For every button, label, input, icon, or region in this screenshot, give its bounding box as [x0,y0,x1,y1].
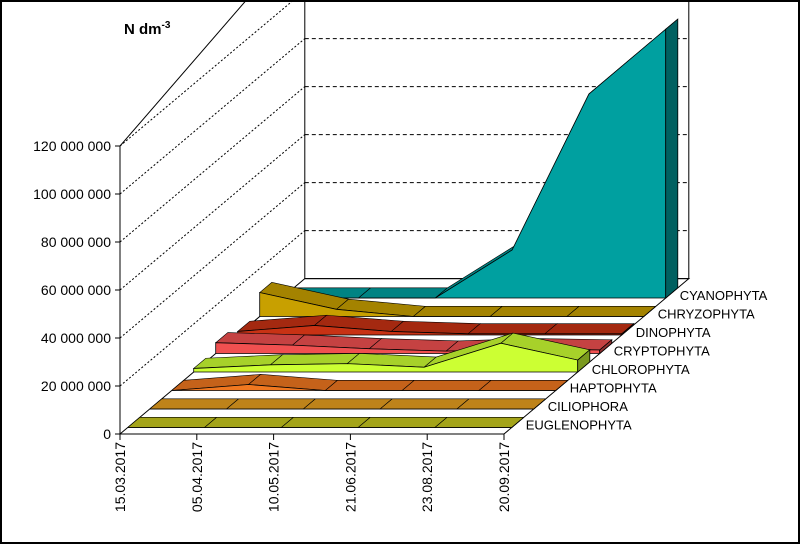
series-end-euglenophyta [511,417,525,428]
series-end-cyanophyta [665,18,679,299]
series-end-chlorophyta [577,348,591,373]
x-tick-label: 21.06.2017 [342,442,358,512]
series-end-chryzophyta [643,306,657,317]
series-top-ciliophora [456,398,547,410]
series-label-chryzophyta: CHRYZOPHYTA [658,307,755,322]
series-label-ciliophora: CILIOPHORA [548,399,629,414]
series-top-euglenophyta [203,417,295,428]
series-end-cryptophyta [599,338,613,355]
series-top-haptophyta [324,380,416,391]
left-wall-top-edge [119,2,246,147]
series-area-haptophyta [171,384,556,391]
y-tick-label: 40 000 000 [41,330,111,346]
series-label-cryptophyta: CRYPTOPHYTA [614,344,710,359]
series-top-euglenophyta [357,417,448,428]
series-end-haptophyta [555,380,569,391]
series-top-dinophyta [467,323,558,335]
gridline-left [119,230,306,387]
series-end-ciliophora [533,398,547,410]
gridline-left [119,86,306,243]
series-top-cyanophyta [357,287,449,299]
y-tick-label: 20 000 000 [41,378,111,394]
y-tick-label: 0 [103,426,111,442]
y-tick-label: 100 000 000 [33,186,111,202]
x-tick-label: 10.05.2017 [266,442,282,512]
series-top-haptophyta [478,380,569,391]
series-top-ciliophora [225,398,317,410]
x-tick-label: 23.08.2017 [419,442,435,512]
series-top-euglenophyta [434,417,525,428]
series-top-euglenophyta [280,417,372,428]
series-label-dinophyta: DINOPHYTA [636,325,711,340]
series-label-cyanophyta: CYANOPHYTA [680,288,768,303]
series-top-euglenophyta [126,417,218,428]
series-top-chryzophyta [566,306,657,317]
series-top-ciliophora [379,398,470,410]
series-top-ciliophora [302,398,394,410]
y-unit-label: N dm-3 [124,20,171,38]
gridline-left [119,182,306,339]
series-top-chryzophyta [489,306,580,317]
series-area-cyanophyta [281,28,667,299]
series-area-chryzophyta [259,292,644,317]
series-label-chlorophyta: CHLOROPHYTA [592,362,690,377]
series-top-chlorophyta [269,353,361,366]
y-tick-label: 60 000 000 [41,282,111,298]
x-tick-label: 15.03.2017 [112,442,128,512]
series-top-chryzophyta [412,306,504,317]
series-label-euglenophyta: EUGLENOPHYTA [526,418,632,433]
series-top-ciliophora [148,398,240,410]
series-label-haptophyta: HAPTOPHYTA [570,381,657,396]
y-tick-label: 120 000 000 [33,138,111,154]
series-top-dinophyta [544,323,635,335]
series-end-dinophyta [621,322,635,336]
x-tick-label: 05.04.2017 [189,442,205,512]
gridline-left [119,2,293,147]
series-top-haptophyta [401,380,492,391]
gridline-left [119,38,306,195]
y-tick-label: 80 000 000 [41,234,111,250]
x-tick-label: 20.09.2017 [496,442,512,512]
gridline-left [119,134,306,291]
